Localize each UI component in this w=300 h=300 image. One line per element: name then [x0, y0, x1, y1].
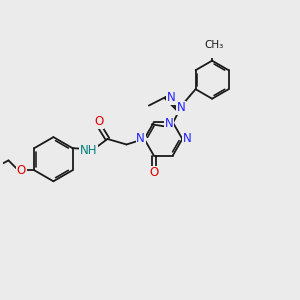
- Text: NH: NH: [80, 144, 97, 157]
- Text: O: O: [17, 164, 26, 177]
- Text: N: N: [182, 133, 191, 146]
- Text: N: N: [176, 101, 185, 114]
- Text: N: N: [167, 91, 176, 104]
- Text: N: N: [165, 116, 173, 130]
- Text: O: O: [94, 115, 104, 128]
- Text: N: N: [136, 133, 145, 146]
- Text: O: O: [149, 167, 158, 179]
- Text: CH₃: CH₃: [204, 40, 223, 50]
